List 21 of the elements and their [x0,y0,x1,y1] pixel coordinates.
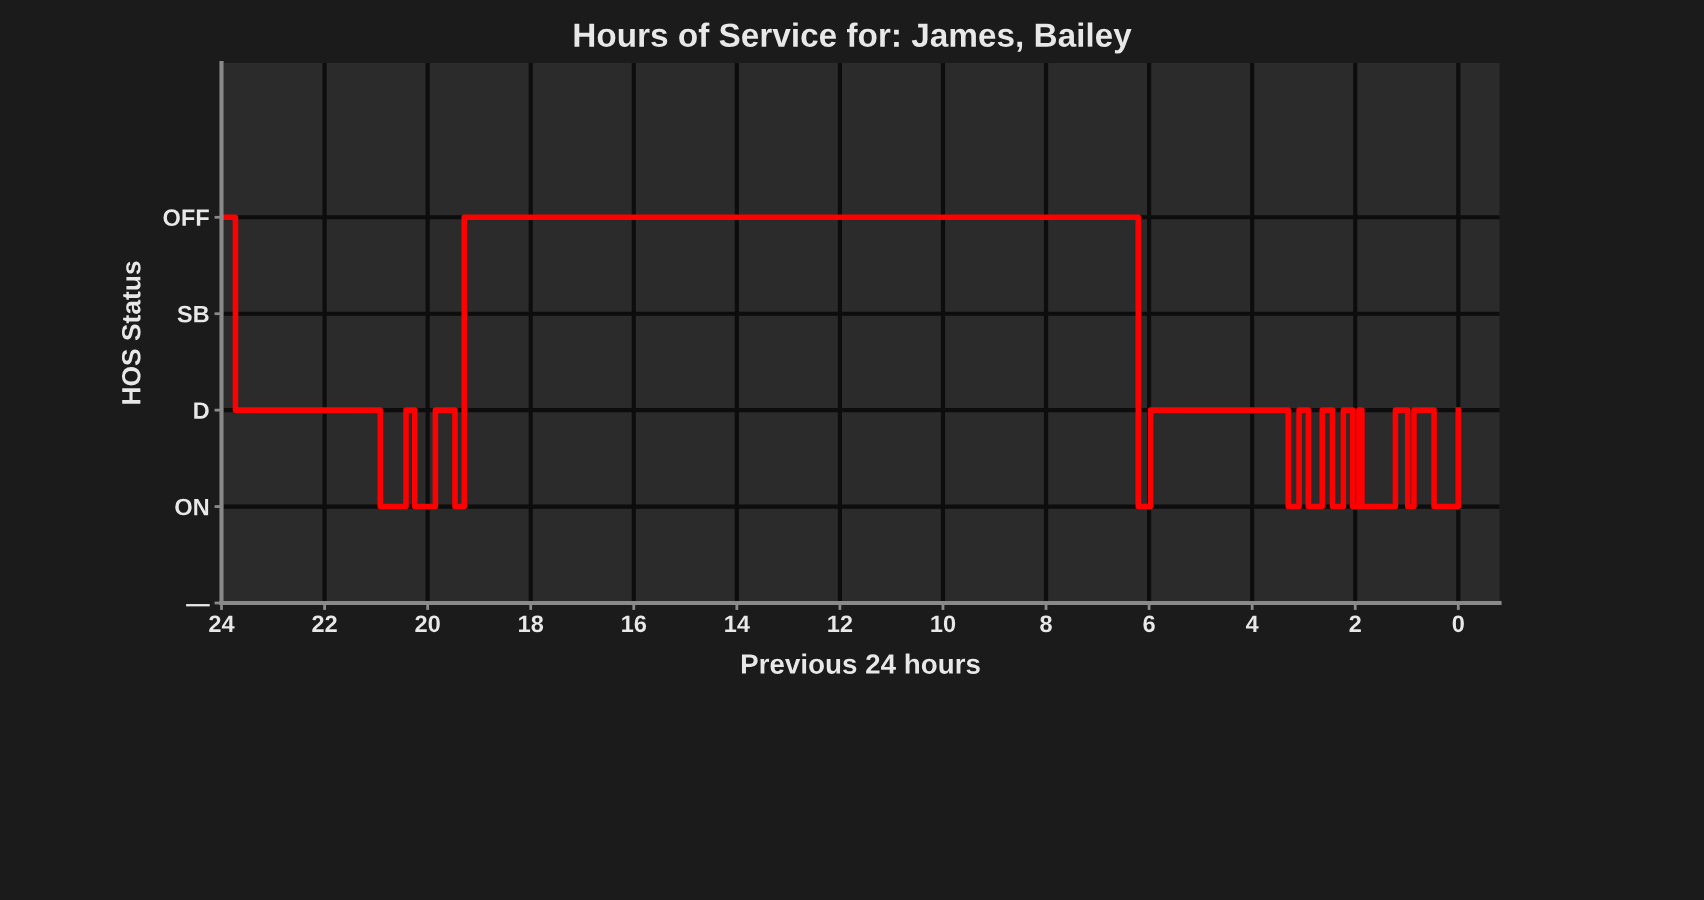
category-label: ON [175,498,209,516]
x-tick-label: 0 [1452,615,1464,633]
x-tick-label: 20 [415,615,440,633]
x-tick-label: 6 [1143,615,1155,633]
chart-title: Hours of Service for: James, Bailey [574,22,1132,54]
x-axis-title: Previous 24 hours [741,653,980,674]
category-label: SB [177,305,209,323]
x-tick-label: 14 [725,615,750,632]
x-tick-label: 12 [828,615,853,632]
x-tick-label: 8 [1040,615,1052,633]
category-label: — [186,604,210,607]
x-tick-label: 4 [1245,615,1259,632]
y-axis-title: HOS Status [121,261,141,404]
x-tick-label: 18 [519,615,544,633]
x-tick-label: 16 [622,615,647,633]
x-tick-label: 24 [209,615,235,632]
x-tick-label: 2 [1349,615,1361,632]
x-tick-label: 22 [312,615,337,632]
category-label: OFF [163,209,209,227]
category-label: D [194,402,209,419]
x-tick-label: 10 [931,615,956,633]
